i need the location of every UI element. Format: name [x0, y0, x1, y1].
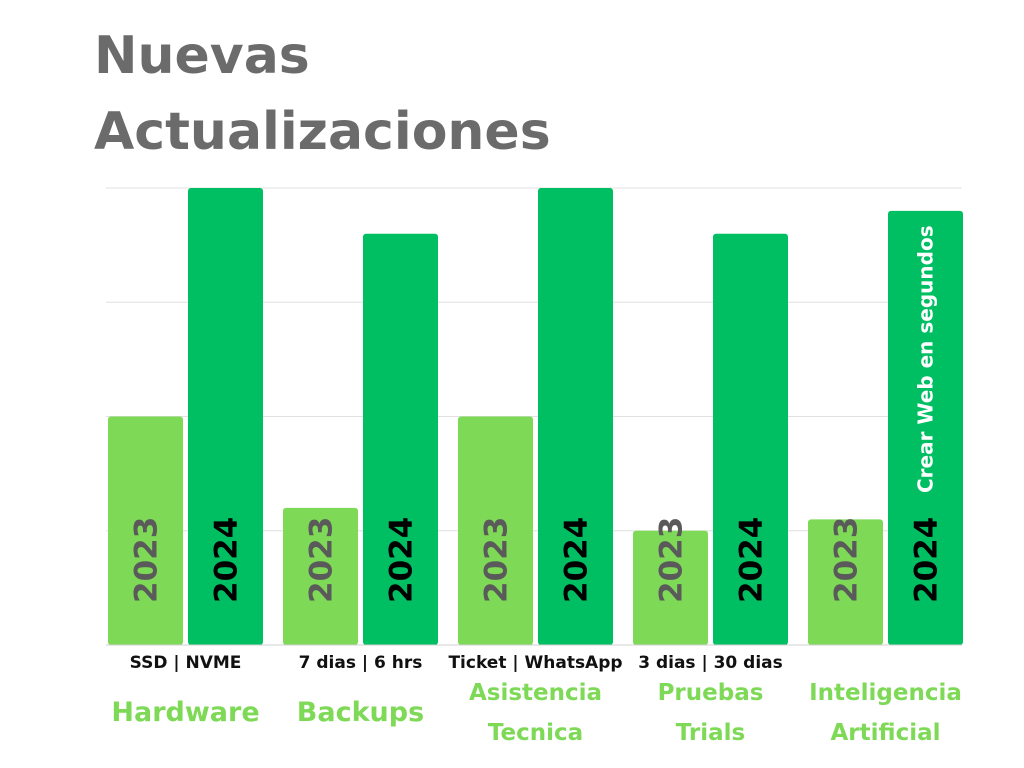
bar-2024 [888, 210, 963, 645]
bar-label-2024: 2024 [734, 517, 770, 603]
bar-2023 [108, 416, 183, 645]
bar-label-2023: 2023 [479, 517, 515, 603]
bar-label-2023: 2023 [304, 517, 340, 603]
bar-2023 [633, 530, 708, 645]
bar-2024 [713, 233, 788, 645]
category-sublabel: Ticket | WhatsApp [448, 653, 622, 673]
bar-label-2023: 2023 [829, 517, 865, 603]
category-label: Artificial [831, 720, 941, 746]
category-label: Trials [676, 720, 745, 746]
bar-annotation: Crear Web en segundos [914, 225, 938, 493]
bar-2024 [188, 188, 263, 645]
bar-2023 [808, 519, 883, 645]
category-label: Inteligencia [809, 680, 962, 706]
chart-title-line-1: Nuevas [94, 26, 310, 86]
category-sublabel: 7 dias | 6 hrs [299, 653, 423, 673]
bar-label-2023: 2023 [129, 517, 165, 603]
category-sublabel: 3 dias | 30 dias [638, 653, 783, 673]
chart-title-line-2: Actualizaciones [94, 102, 551, 162]
bar-2023 [283, 507, 358, 645]
bar-2023 [458, 416, 533, 645]
chart-title: Nuevas Actualizaciones [94, 18, 551, 170]
bar-label-2024: 2024 [559, 517, 595, 603]
bar-label-2024: 2024 [384, 517, 420, 603]
bar-label-2024: 2024 [209, 517, 245, 603]
category-label: Backups [297, 697, 424, 728]
bar-label-2023: 2023 [654, 517, 690, 603]
category-label: Pruebas [658, 680, 764, 706]
category-label: Hardware [111, 697, 259, 728]
bar-2024 [538, 188, 613, 645]
category-label: Asistencia [469, 680, 602, 706]
bar-2024 [363, 233, 438, 645]
category-sublabel: SSD | NVME [130, 653, 242, 673]
category-label: Tecnica [488, 720, 583, 746]
bar-label-2024: 2024 [909, 517, 945, 603]
